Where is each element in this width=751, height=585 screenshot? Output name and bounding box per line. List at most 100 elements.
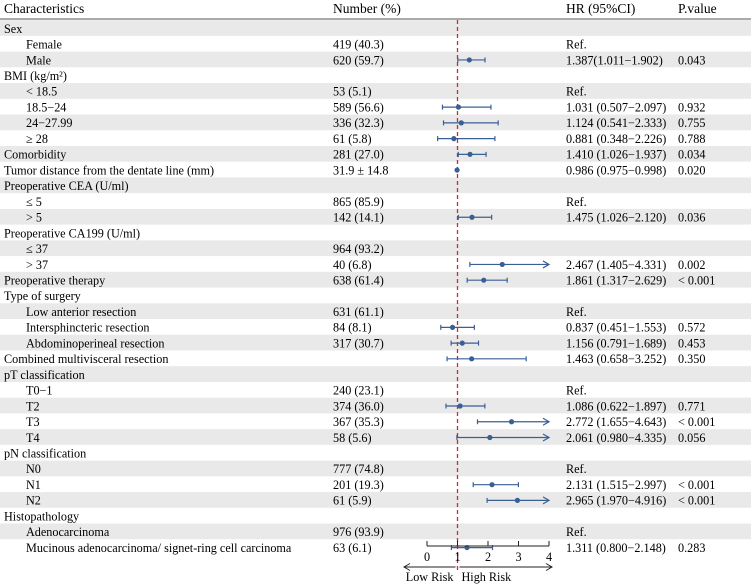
table-header: Characteristics Number (%) HR (95%CI) P.…: [4, 1, 717, 16]
row-hr: Ref.: [566, 305, 587, 319]
row-number: 589 (56.6): [333, 100, 384, 114]
point-estimate: [458, 120, 464, 126]
row-p-value: 0.788: [678, 132, 705, 146]
row-number: 620 (59.7): [333, 53, 384, 67]
x-tick-label: 0: [424, 550, 430, 564]
row-p-value: 0.036: [678, 211, 705, 225]
forest-marks: [437, 20, 551, 572]
row-band: [0, 177, 751, 194]
row-hr: 1.124 (0.541−2.333): [566, 116, 666, 130]
row-number: 53 (5.1): [333, 85, 372, 99]
x-tick-label: 4: [546, 550, 552, 564]
row-label: N1: [26, 478, 41, 492]
x-tick-label: 1: [454, 550, 460, 564]
row-band: [0, 397, 751, 414]
header-p-value: P.value: [678, 1, 717, 16]
point-estimate: [481, 277, 487, 283]
row-hr: Ref.: [566, 195, 587, 209]
row-label: T4: [26, 431, 40, 445]
row-label: ≤ 37: [26, 242, 48, 256]
row-label: N0: [26, 462, 41, 476]
row-label: Low anterior resection: [26, 305, 136, 319]
row-label: Tumor distance from the dentate line (mm…: [4, 163, 214, 177]
row-number: 281 (27.0): [333, 148, 384, 162]
table-rows: Sex Female 419 (40.3) Ref. Male 620 (59.7) 1.3…: [4, 22, 715, 555]
row-number: 61 (5.8): [333, 132, 372, 146]
row-hr: 2.772 (1.655−4.643): [566, 415, 666, 429]
row-label: pT classification: [4, 368, 85, 382]
row-label: ≤ 5: [26, 195, 42, 209]
row-band: [0, 523, 751, 540]
row-shading: [0, 20, 751, 540]
row-band: [0, 429, 751, 445]
row-label: Female: [26, 38, 62, 52]
row-number: 240 (23.1): [333, 384, 384, 398]
row-band: [0, 114, 751, 131]
row-label: T2: [26, 399, 40, 413]
row-label: Preoperative CEA (U/ml): [4, 179, 129, 193]
row-p-value: 0.020: [678, 163, 705, 177]
row-hr: 1.410 (1.026−1.937): [566, 148, 666, 162]
row-number: 317 (30.7): [333, 336, 384, 350]
point-estimate: [499, 261, 505, 268]
row-label: ≥ 28: [26, 132, 48, 146]
row-hr: 2.965 (1.970−4.916): [566, 494, 666, 508]
point-estimate: [451, 136, 457, 142]
row-p-value: 0.572: [678, 321, 705, 335]
row-hr: 2.131 (1.515−2.997): [566, 478, 666, 492]
row-number: 142 (14.1): [333, 211, 384, 225]
row-label: Histopathology: [4, 509, 80, 523]
ci-arrow: [542, 433, 551, 442]
row-band: [0, 83, 751, 99]
row-p-value: < 0.001: [678, 478, 715, 492]
row-hr: Ref.: [566, 462, 587, 476]
row-label: > 37: [26, 258, 48, 272]
row-hr: 1.311 (0.800−2.148): [566, 541, 666, 555]
header-characteristics: Characteristics: [4, 1, 84, 16]
row-number: 777 (74.8): [333, 462, 384, 476]
row-band: [0, 240, 751, 257]
row-label: 24−27.99: [26, 116, 72, 130]
row-number: 976 (93.9): [333, 525, 384, 539]
row-number: 84 (8.1): [333, 321, 372, 335]
row-p-value: < 0.001: [678, 273, 715, 287]
row-p-value: 0.056: [678, 431, 705, 445]
row-hr: 0.881 (0.348−2.226): [566, 132, 666, 146]
row-label: Abdominoperineal resection: [26, 336, 164, 350]
row-hr: Ref.: [566, 525, 587, 539]
row-hr: 1.475 (1.026−2.120): [566, 211, 666, 225]
row-number: 31.9 ± 14.8: [333, 163, 388, 177]
row-hr: 1.031 (0.507−2.097): [566, 100, 666, 114]
x-tick-label: 2: [485, 550, 491, 564]
header-number: Number (%): [333, 1, 401, 16]
row-number: 964 (93.2): [333, 242, 384, 256]
point-estimate: [467, 151, 473, 157]
row-label: T3: [26, 415, 40, 429]
row-number: 367 (35.3): [333, 415, 384, 429]
row-hr: 1.156 (0.791−1.689): [566, 336, 666, 350]
row-p-value: 0.932: [678, 100, 705, 114]
row-band: [0, 366, 751, 382]
point-estimate: [508, 419, 515, 425]
row-hr: Ref.: [566, 384, 587, 398]
point-estimate: [459, 340, 465, 346]
row-p-value: 0.755: [678, 116, 705, 130]
row-p-value: 0.043: [678, 53, 705, 67]
header-hr: HR (95%CI): [566, 1, 635, 16]
row-p-value: 0.771: [678, 399, 705, 413]
row-number: 61 (5.9): [333, 494, 372, 508]
high-risk-arrowhead: [545, 563, 553, 571]
point-estimate: [489, 482, 495, 488]
low-risk-arrowhead: [403, 563, 411, 571]
row-number: 201 (19.3): [333, 478, 384, 492]
row-hr: 1.861 (1.317−2.629): [566, 273, 666, 287]
row-band: [0, 208, 751, 225]
point-estimate: [514, 497, 521, 503]
row-number: 374 (36.0): [333, 399, 384, 413]
low-risk-label: Low Risk: [406, 570, 455, 584]
row-label: Preoperative therapy: [4, 273, 106, 287]
row-label: Male: [26, 53, 51, 67]
row-label: Type of surgery: [4, 289, 82, 303]
point-estimate: [454, 167, 460, 173]
